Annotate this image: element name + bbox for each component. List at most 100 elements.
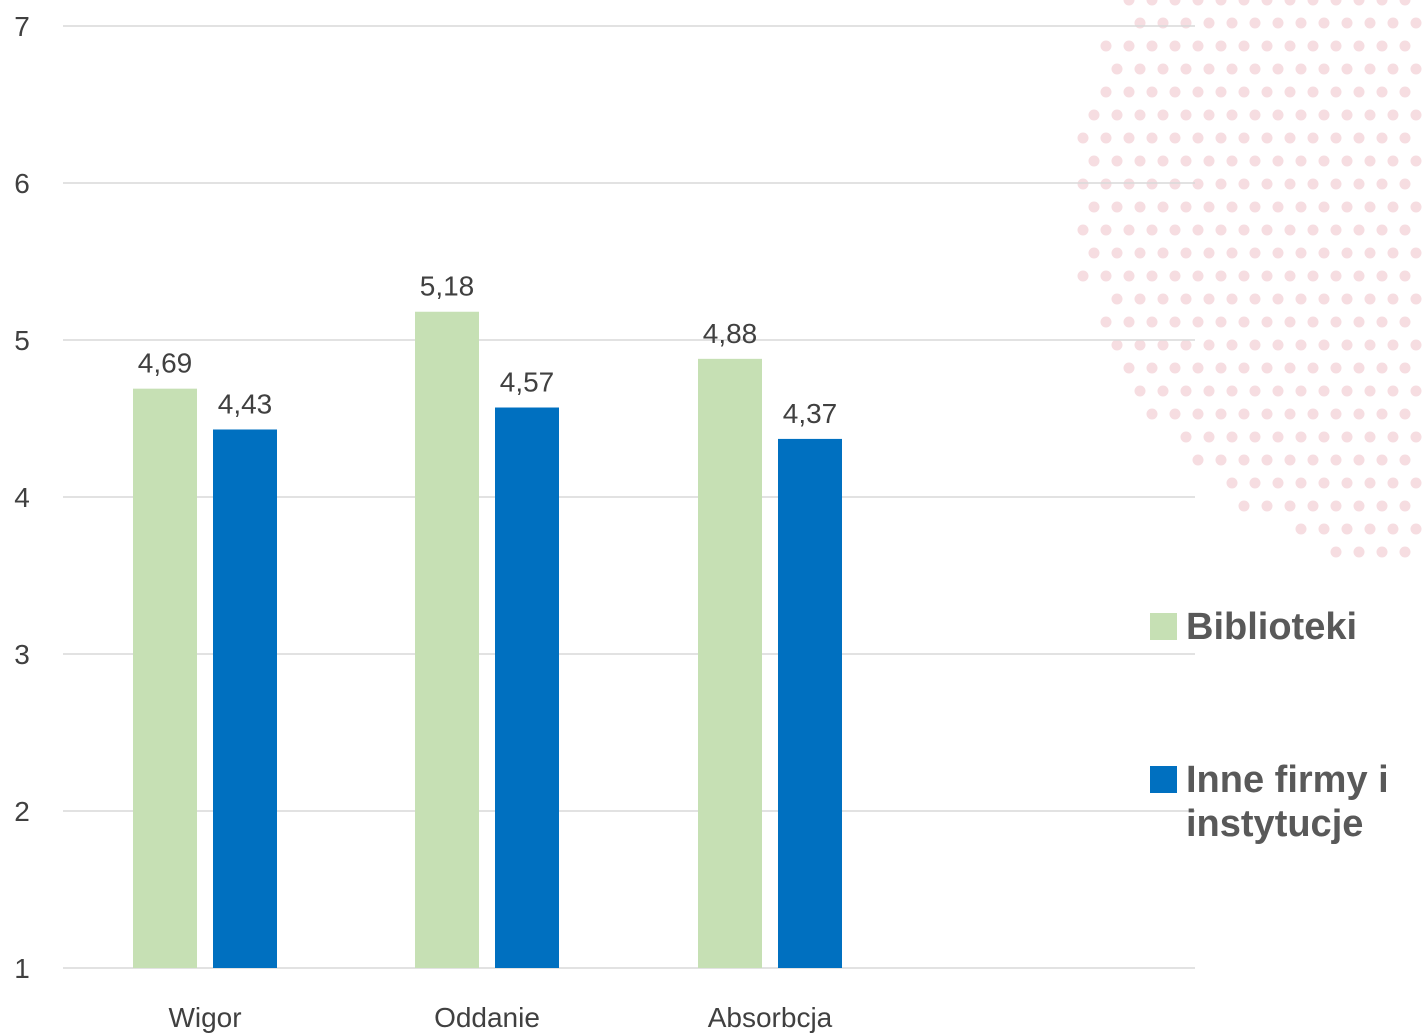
decorative-dot (1399, 316, 1411, 328)
decorative-dot (1272, 109, 1284, 121)
decorative-dot (1341, 431, 1353, 443)
decorative-dot (1364, 201, 1376, 213)
decorative-dot (1353, 132, 1365, 144)
decorative-dot (1226, 431, 1238, 443)
decorative-dot (1146, 86, 1158, 98)
decorative-dot (1376, 132, 1388, 144)
decorative-dot (1364, 339, 1376, 351)
decorative-dot (1376, 270, 1388, 282)
decorative-dot (1272, 63, 1284, 75)
decorative-dot (1399, 546, 1411, 558)
decorative-dot (1341, 63, 1353, 75)
decorative-dot (1261, 40, 1273, 52)
decorative-dot (1284, 0, 1296, 6)
decorative-dot (1387, 17, 1399, 29)
decorative-dot (1215, 270, 1227, 282)
decorative-dot (1238, 40, 1250, 52)
decorative-dot (1410, 155, 1422, 167)
decorative-dot (1169, 132, 1181, 144)
decorative-dot (1238, 408, 1250, 420)
x-category-label: Wigor (168, 1002, 241, 1033)
decorative-dot (1192, 316, 1204, 328)
decorative-dot (1330, 546, 1342, 558)
decorative-dot (1215, 454, 1227, 466)
decorative-dot (1330, 0, 1342, 6)
decorative-dot (1353, 0, 1365, 6)
decorative-dot (1341, 201, 1353, 213)
decorative-dot (1261, 362, 1273, 374)
decorative-dot (1146, 224, 1158, 236)
decorative-dot (1192, 362, 1204, 374)
decorative-dot (1111, 293, 1123, 305)
decorative-dot (1376, 178, 1388, 190)
decorative-dot (1169, 270, 1181, 282)
decorative-dot (1364, 109, 1376, 121)
decorative-dot (1123, 86, 1135, 98)
y-tick-label: 5 (14, 325, 30, 356)
decorative-dot (1238, 316, 1250, 328)
y-tick-label: 4 (14, 482, 30, 513)
decorative-dot (1203, 431, 1215, 443)
decorative-dot (1192, 132, 1204, 144)
decorative-dot (1307, 408, 1319, 420)
decorative-dot (1410, 293, 1422, 305)
decorative-dot (1203, 293, 1215, 305)
decorative-dot (1249, 63, 1261, 75)
decorative-dot (1353, 316, 1365, 328)
decorative-dot (1100, 86, 1112, 98)
decorative-dot (1353, 40, 1365, 52)
bar-inne-wigor (213, 429, 277, 968)
decorative-dot (1307, 178, 1319, 190)
decorative-dot (1123, 316, 1135, 328)
decorative-dot (1272, 339, 1284, 351)
decorative-dot (1261, 408, 1273, 420)
decorative-dot (1180, 201, 1192, 213)
decorative-dot (1123, 224, 1135, 236)
decorative-dot (1410, 339, 1422, 351)
decorative-dot (1100, 40, 1112, 52)
decorative-dot (1249, 293, 1261, 305)
decorative-dot (1318, 109, 1330, 121)
decorative-dot (1410, 385, 1422, 397)
decorative-dot (1134, 339, 1146, 351)
decorative-dot (1318, 477, 1330, 489)
decorative-dot (1192, 224, 1204, 236)
decorative-dot (1295, 523, 1307, 535)
decorative-dot (1238, 270, 1250, 282)
y-tick-label: 3 (14, 639, 30, 670)
decorative-dot (1376, 40, 1388, 52)
decorative-dot (1180, 63, 1192, 75)
legend-swatch-biblioteki (1150, 613, 1177, 640)
decorative-dot (1364, 247, 1376, 259)
data-label: 4,88 (703, 318, 758, 349)
decorative-dot (1249, 339, 1261, 351)
decorative-dot (1146, 362, 1158, 374)
decorative-dot (1238, 500, 1250, 512)
decorative-dot (1330, 178, 1342, 190)
decorative-dot (1341, 247, 1353, 259)
decorative-dot (1318, 247, 1330, 259)
decorative-dot (1180, 385, 1192, 397)
decorative-dot (1284, 362, 1296, 374)
decorative-dot (1249, 247, 1261, 259)
decorative-dot (1226, 477, 1238, 489)
decorative-dot (1249, 17, 1261, 29)
decorative-dot (1387, 293, 1399, 305)
decorative-dot (1399, 362, 1411, 374)
decorative-dot (1272, 477, 1284, 489)
decorative-dot (1318, 431, 1330, 443)
decorative-dot (1249, 385, 1261, 397)
decorative-dot (1215, 408, 1227, 420)
decorative-dot (1123, 40, 1135, 52)
decorative-dot (1203, 109, 1215, 121)
decorative-dot (1318, 293, 1330, 305)
decorative-dot (1284, 224, 1296, 236)
decorative-dot (1088, 155, 1100, 167)
decorative-dot (1387, 201, 1399, 213)
decorative-dot (1261, 316, 1273, 328)
data-label: 4,37 (783, 398, 838, 429)
decorative-dot (1272, 431, 1284, 443)
decorative-dot (1238, 454, 1250, 466)
decorative-dot (1307, 270, 1319, 282)
decorative-dot (1272, 201, 1284, 213)
